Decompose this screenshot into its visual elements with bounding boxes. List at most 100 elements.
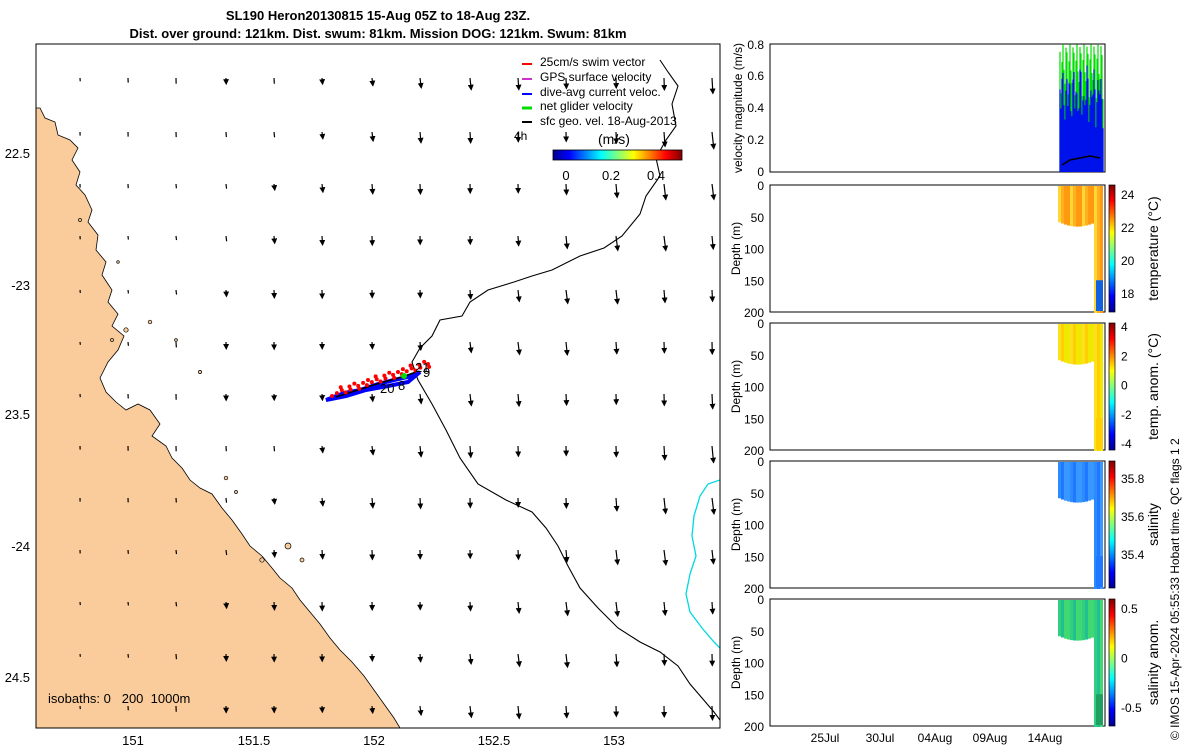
isobath-1000m xyxy=(685,479,720,649)
section-cell xyxy=(1061,324,1064,362)
depth-tick: 150 xyxy=(744,550,764,564)
track-label: 20 xyxy=(380,381,394,396)
swim-vector xyxy=(378,379,383,384)
isobaths-label: isobaths: 0 200 1000m xyxy=(48,691,190,706)
colorbar-label: (m/s) xyxy=(598,131,630,147)
map-x-tick: 151.5 xyxy=(238,733,271,748)
geo-vector xyxy=(662,549,669,567)
geo-vector xyxy=(613,341,620,355)
section-cell xyxy=(1073,186,1076,227)
depth-tick: 50 xyxy=(751,211,765,225)
geo-vector xyxy=(709,549,716,565)
section-colorbar xyxy=(1108,322,1116,451)
geo-vector xyxy=(319,549,326,560)
geo-vector xyxy=(709,77,716,95)
geo-vector xyxy=(710,131,717,150)
section-axes xyxy=(769,184,1106,313)
legend-extra: 4h xyxy=(514,129,527,143)
geo-vector xyxy=(225,497,228,503)
depth-tick: 200 xyxy=(744,444,764,458)
geo-vector xyxy=(614,289,620,305)
section-cell xyxy=(1064,324,1067,363)
section-cell xyxy=(1082,600,1085,641)
depth-tick: 100 xyxy=(744,381,764,395)
section-cell xyxy=(1097,186,1100,313)
section-cell xyxy=(1088,186,1091,225)
section-cell xyxy=(1091,462,1094,500)
section-deep-cell xyxy=(1096,280,1103,311)
section-cell xyxy=(1097,462,1100,589)
geo-vector xyxy=(661,131,668,148)
vel-y-tick: 0.6 xyxy=(747,69,764,83)
section-colorbar xyxy=(1108,460,1116,589)
geo-vector xyxy=(662,235,669,252)
geo-vector xyxy=(709,235,716,251)
colorbar-tick: 18 xyxy=(1121,287,1135,301)
swim-vector xyxy=(366,378,370,382)
geo-vector xyxy=(417,341,424,352)
geo-vector xyxy=(614,549,621,566)
colorbar-tick: 0.2 xyxy=(602,168,620,183)
geo-vector xyxy=(710,445,717,464)
section-cell xyxy=(1100,324,1103,451)
section-axes xyxy=(769,322,1106,451)
swim-vector xyxy=(364,383,369,388)
geo-vector xyxy=(563,393,570,407)
track-label: 8 xyxy=(398,378,405,393)
colorbar-tick: -2 xyxy=(1121,408,1132,422)
surface-geostrophic-vectors xyxy=(79,77,717,721)
geo-vector xyxy=(417,131,424,144)
geo-vector xyxy=(271,235,278,245)
geo-vector xyxy=(271,497,278,505)
depth-tick: 150 xyxy=(744,688,764,702)
geo-vector xyxy=(467,289,474,300)
swim-vector xyxy=(343,390,348,395)
copyright-caption: © IMOS 15-Apr-2024 05:55:33 Hobart time.… xyxy=(1168,438,1182,740)
time-axis: 25Jul 30Jul 04Aug 09Aug 14Aug xyxy=(811,731,1063,745)
geo-vector xyxy=(515,653,522,668)
section-cell xyxy=(1085,324,1088,364)
net-velocity-marker xyxy=(401,373,407,379)
time-tick: 25Jul xyxy=(811,731,840,745)
section-cell xyxy=(1079,186,1082,227)
geo-vector xyxy=(319,77,326,86)
swim-vector xyxy=(404,369,409,374)
geo-vector xyxy=(417,393,424,405)
depth-tick: 0 xyxy=(757,455,764,469)
colorbar-tick: 20 xyxy=(1121,254,1135,268)
velocity-panel: 0 0.2 0.4 0.6 0.8 velocity magnitude (m/… xyxy=(731,38,1106,179)
time-tick: 30Jul xyxy=(866,731,895,745)
geo-vector xyxy=(467,77,474,91)
geo-vector xyxy=(614,601,621,618)
geo-vector xyxy=(417,705,424,717)
depth-tick: 50 xyxy=(751,349,765,363)
depth-label: Depth (m) xyxy=(729,222,743,275)
swim-vector xyxy=(369,380,374,385)
colorbar-tick: -0.5 xyxy=(1121,701,1142,715)
depth-tick: 150 xyxy=(744,412,764,426)
section-cell xyxy=(1076,600,1079,641)
section-cell xyxy=(1058,186,1061,223)
geo-vector xyxy=(319,183,326,194)
vel-y-tick: 0.8 xyxy=(747,38,764,52)
geo-vector xyxy=(710,183,717,201)
geo-vector xyxy=(369,77,376,87)
chart-title-line2: Dist. over ground: 121km. Dist. swum: 81… xyxy=(129,26,627,41)
geo-vector xyxy=(369,393,376,403)
section-cell xyxy=(1085,462,1088,502)
depth-tick: 100 xyxy=(744,243,764,257)
swim-vector xyxy=(387,370,392,375)
legend-entry: dive-avg current veloc. xyxy=(540,85,661,99)
geo-vector xyxy=(223,289,230,298)
colorbar-tick: 22 xyxy=(1121,221,1135,235)
time-tick: 14Aug xyxy=(1028,731,1063,745)
section-deep-cell xyxy=(1096,694,1103,725)
section-cell xyxy=(1067,600,1070,640)
map-y-tick: 22.5 xyxy=(5,146,30,161)
colorbar-tick: 4 xyxy=(1121,320,1128,334)
geo-vector xyxy=(563,653,570,669)
colorbar-tick: 2 xyxy=(1121,349,1128,363)
geo-vector xyxy=(467,341,474,354)
islands xyxy=(78,218,305,563)
section-cell xyxy=(1070,600,1073,641)
